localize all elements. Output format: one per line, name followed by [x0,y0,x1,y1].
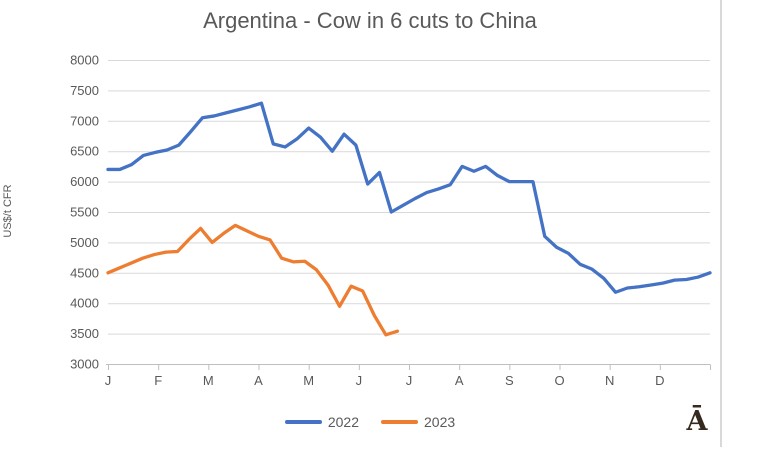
legend-swatch-2022-icon [284,420,322,424]
y-axis-tick-label: 3500 [70,326,99,341]
y-axis-tick-label: 6000 [70,174,99,189]
series-line-2022 [106,101,712,294]
x-axis-tick-label: D [655,373,664,388]
x-axis-tick-label: O [554,373,564,388]
legend: 2022 2023 [240,414,500,430]
x-axis-tick-label: J [105,373,112,388]
x-axis-tick-label: M [303,373,314,388]
x-axis-tick-label: J [356,373,363,388]
x-axis-tick-label: F [154,373,162,388]
y-axis-tick-label: 4500 [70,265,99,280]
window-edge-line [720,0,722,447]
y-axis-tick-label: 6500 [70,144,99,159]
x-axis-tick-label: N [605,373,614,388]
y-axis-tick-label: 8000 [70,53,99,68]
x-axis-tick-label: J [406,373,413,388]
watermark-letter: Ā [686,406,708,437]
y-axis-tick-label: 7000 [70,113,99,128]
legend-swatch-2023-icon [381,420,418,424]
y-axis-tick-label: 7500 [70,83,99,98]
x-axis-tick-label: A [455,373,464,388]
y-axis-tick-label: 5000 [70,235,99,250]
x-axis-tick-label: A [254,373,263,388]
legend-item-2022: 2022 [284,414,359,430]
x-axis-tick-label: M [203,373,214,388]
x-axis-tick-label: S [505,373,514,388]
y-axis-tick-label: 5500 [70,205,99,220]
y-axis-title: US$/t CFR [2,184,14,238]
legend-label-2022: 2022 [327,414,359,430]
y-axis-tick-label: 4000 [70,296,99,311]
chart-title: Argentina - Cow in 6 cuts to China [203,8,537,33]
series-line-2023 [106,223,400,337]
legend-item-2023: 2023 [381,414,455,430]
legend-label-2023: 2023 [424,414,456,430]
y-axis-tick-label: 3000 [70,357,99,372]
